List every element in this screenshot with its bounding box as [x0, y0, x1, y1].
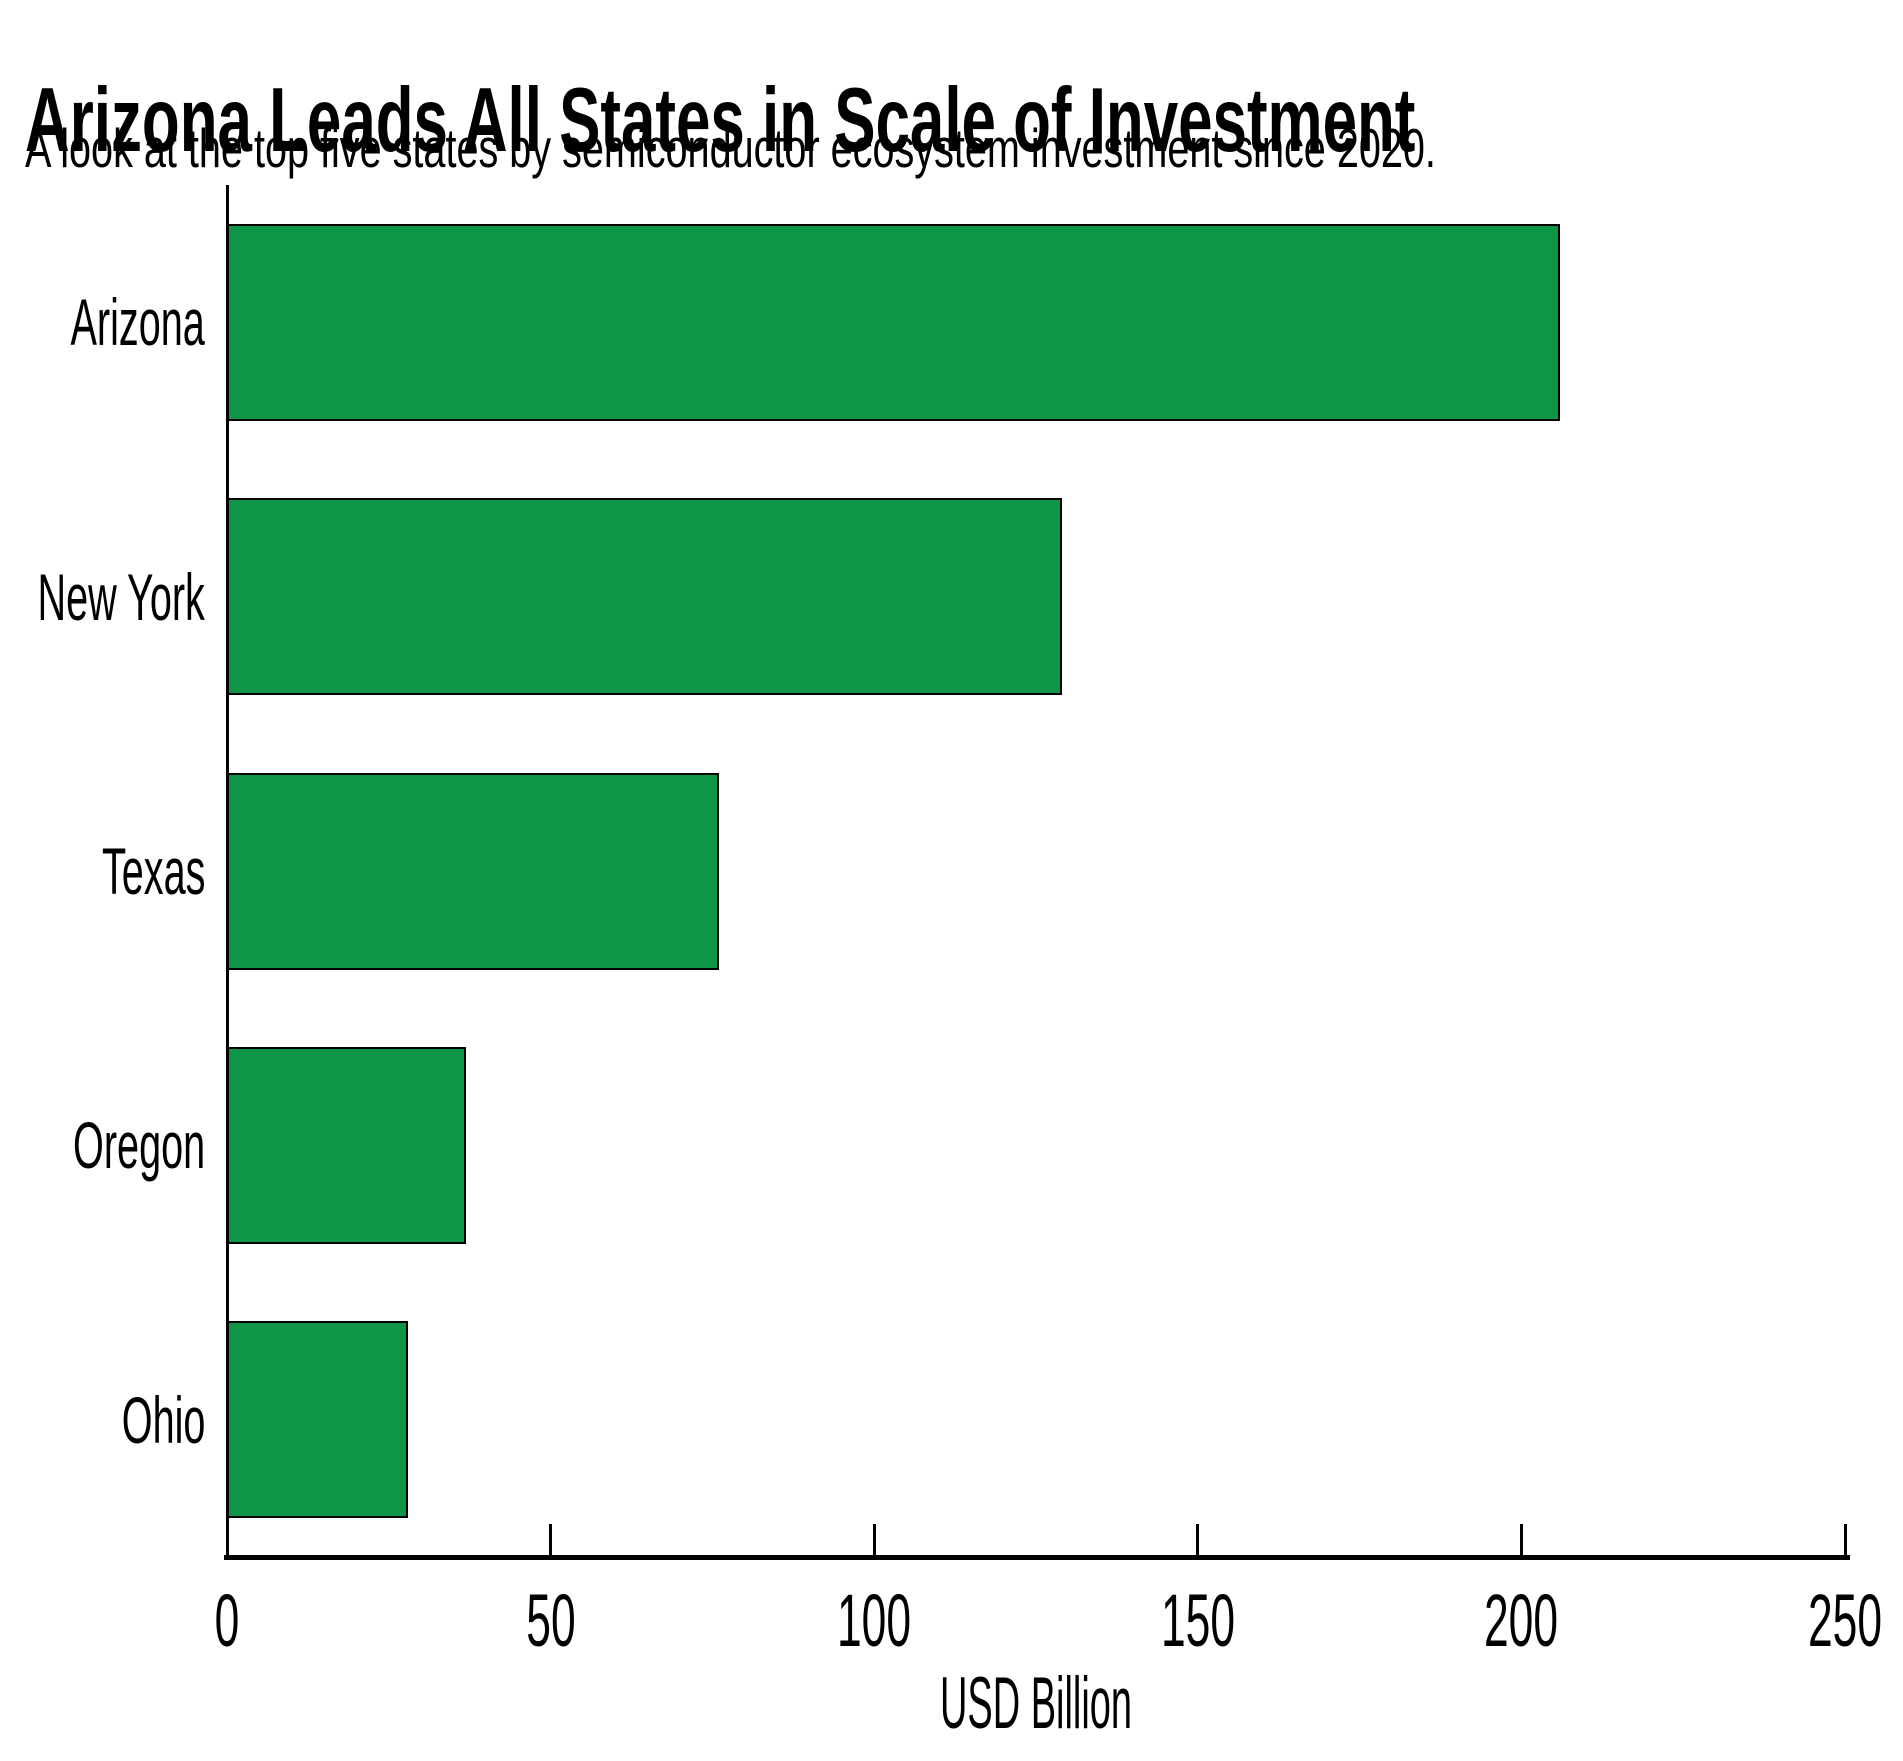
x-tick-label-200: 200: [1460, 1584, 1583, 1658]
x-tick-mark-100: [872, 1524, 876, 1557]
x-tick-mark-250: [1843, 1524, 1847, 1557]
x-tick-label-text: 150: [1160, 1579, 1235, 1662]
bar-new-york: [227, 498, 1062, 696]
plot-area: Arizona New York Texas Oregon Ohio 0 50 100 150 2…: [38, 185, 1882, 1658]
x-tick-label-text: 0: [214, 1579, 240, 1662]
category-label-arizona: Arizona: [0, 185, 205, 459]
bar-texas: [227, 772, 719, 970]
x-tick-label-text: 250: [1807, 1579, 1883, 1662]
category-label-new-york: New York: [0, 459, 205, 733]
chart-title: Arizona Leads All States in Scale of Inv…: [25, 75, 1903, 166]
x-axis-title: USD Billion: [851, 1667, 1220, 1740]
category-label-text: New York: [37, 559, 205, 634]
x-tick-label-text: 100: [837, 1579, 912, 1662]
chart-title-text: Arizona Leads All States in Scale of Inv…: [25, 69, 1416, 171]
bar-oregon: [227, 1046, 467, 1244]
x-tick-label-text: 200: [1484, 1579, 1559, 1662]
category-label-text: Oregon: [72, 1108, 205, 1183]
category-label-oregon: Oregon: [0, 1008, 205, 1282]
category-label-texas: Texas: [0, 734, 205, 1008]
category-label-text: Texas: [101, 833, 205, 908]
x-tick-label-text: 50: [525, 1579, 576, 1662]
x-tick-mark-200: [1519, 1524, 1523, 1557]
x-axis-title-text: USD Billion: [940, 1663, 1132, 1744]
category-label-text: Ohio: [121, 1382, 205, 1457]
bar-arizona: [227, 223, 1561, 421]
x-tick-label-100: 100: [812, 1584, 935, 1658]
chart-subtitle-text: A look at the top five states by semicon…: [25, 117, 1436, 179]
x-tick-mark-150: [1196, 1524, 1200, 1557]
x-tick-mark-50: [549, 1524, 553, 1557]
x-tick-label-250: 250: [1783, 1584, 1903, 1658]
category-label-text: Arizona: [70, 285, 205, 360]
chart-subtitle: A look at the top five states by semicon…: [25, 121, 1903, 176]
x-axis-line: [224, 1554, 1850, 1560]
category-label-ohio: Ohio: [0, 1283, 205, 1557]
bar-ohio: [227, 1321, 409, 1519]
x-tick-label-50: 50: [509, 1584, 591, 1658]
x-tick-label-150: 150: [1136, 1584, 1259, 1658]
x-tick-label-0: 0: [206, 1584, 247, 1658]
